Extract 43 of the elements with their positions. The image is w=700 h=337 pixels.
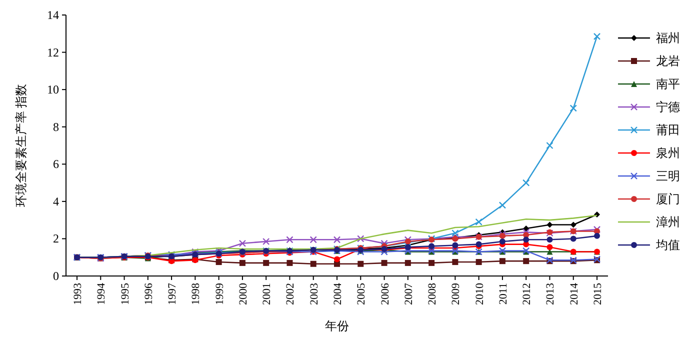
x-tick-label: 2008 [426, 282, 439, 305]
x-tick-label: 1995 [119, 282, 132, 305]
x-tick-label: 1999 [214, 282, 226, 305]
x-tick-label: 2015 [592, 282, 604, 305]
x-tick-label: 1998 [190, 282, 202, 305]
y-tick-label: 12 [47, 45, 59, 60]
y-tick-label: 2 [53, 232, 59, 246]
x-tick-label: 2012 [521, 283, 534, 305]
legend-label: 龙岩 [656, 54, 680, 68]
x-tick-label: 2002 [284, 283, 297, 305]
x-tick-label: 2004 [332, 282, 344, 305]
x-tick-label: 2005 [356, 282, 368, 305]
x-axis-title: 年份 [325, 319, 349, 333]
x-tick-label: 2001 [261, 283, 274, 305]
x-tick-label: 1993 [72, 282, 84, 305]
legend-label: 三明 [656, 169, 680, 183]
legend-label: 莆田 [656, 123, 680, 137]
x-tick-label: 2013 [544, 282, 557, 305]
x-tick-label: 1994 [96, 282, 108, 305]
x-tick-label: 2011 [497, 283, 510, 305]
y-tick-label: 0 [53, 269, 59, 283]
x-tick-label: 2009 [450, 282, 462, 305]
x-tick-label: 2006 [379, 282, 392, 305]
y-axis-title: 环境全要素生产率 指数 [14, 84, 28, 207]
x-tick-label: 2000 [237, 282, 250, 305]
y-tick-label: 4 [53, 194, 59, 208]
legend-label: 均值 [655, 238, 680, 252]
y-tick-label: 10 [47, 82, 59, 97]
x-tick-label: 2003 [308, 282, 320, 305]
y-tick-label: 14 [47, 8, 59, 22]
legend-label: 漳州 [656, 215, 680, 229]
y-tick-label: 8 [53, 120, 59, 134]
x-tick-label: 1996 [142, 282, 155, 305]
x-tick-label: 2014 [568, 282, 580, 305]
x-tick-label: 2007 [402, 282, 415, 305]
legend-label: 南平 [656, 77, 680, 91]
x-tick-label: 1997 [166, 282, 179, 305]
legend-label: 福州 [656, 31, 680, 45]
y-tick-label: 6 [53, 157, 59, 172]
legend-label: 厦门 [656, 192, 680, 206]
legend-label: 泉州 [656, 146, 680, 160]
legend-label: 宁德 [656, 100, 680, 114]
x-tick-label: 2010 [474, 282, 486, 305]
